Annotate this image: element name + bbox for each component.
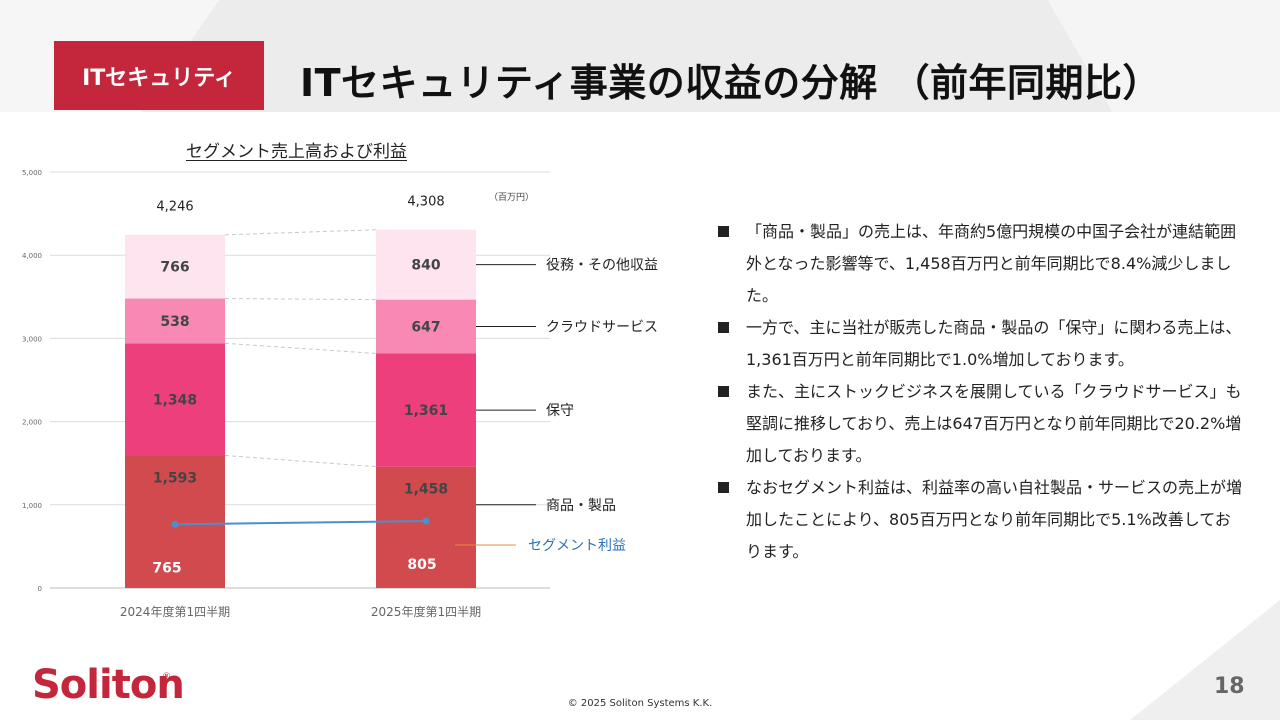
data-label: 840 [411,258,440,274]
profit-label: 805 [407,557,436,573]
bullet-text: 「商品・製品」の売上は、年商約5億円規模の中国子会社が連結範囲外となった影響等で… [746,222,1237,305]
x-tick-label: 2025年度第1四半期 [371,604,481,619]
bar-segment [125,234,225,299]
legend-label: 保守 [546,403,574,419]
chart-unit: （百万円） [489,193,535,203]
logo-registered-mark: ® [162,672,171,682]
segment-sales-chart: 0 1,000 2,000 3,000 4,000 5,000 1,593 1,348 538 7… [22,169,658,619]
profit-point [171,520,179,528]
connector-line [224,454,377,468]
y-tick-label: 1,000 [22,502,42,510]
profit-point [422,517,430,525]
y-tick-label: 4,000 [22,252,42,260]
bar-segment [125,298,225,344]
y-tick-label: 0 [38,585,42,593]
bullet-item: 一方で、主に当社が販売した商品・製品の「保守」に関わる売上は、1,361百万円と… [716,312,1246,376]
data-label: 1,361 [404,403,448,419]
bullet-text: なおセグメント利益は、利益率の高い自社製品・サービスの売上が増加したことにより、… [746,478,1243,561]
page-title: ITセキュリティ事業の収益の分解 （前年同期比） [300,61,1162,105]
bar-segment [376,229,476,300]
bar-segment [376,299,476,354]
bullet-item: 「商品・製品」の売上は、年商約5億円規模の中国子会社が連結範囲外となった影響等で… [716,216,1246,312]
y-tick-label: 2,000 [22,419,42,427]
bar-segment [125,343,225,456]
bullet-square-icon [718,322,729,333]
data-label: 1,458 [404,482,448,498]
chart-title: セグメント売上高および利益 [186,142,407,162]
legend-label: セグメント利益 [528,538,626,554]
data-label: 1,348 [153,392,197,408]
connector-line [224,298,377,301]
bullet-list: 「商品・製品」の売上は、年商約5億円規模の中国子会社が連結範囲外となった影響等で… [716,216,1246,568]
bullet-item: また、主にストックビジネスを展開している「クラウドサービス」も堅調に推移しており… [716,376,1246,472]
soliton-logo: Soliton [32,662,185,708]
bullet-square-icon [718,226,729,237]
page-number: 18 [1214,674,1245,699]
data-label: 1,593 [153,470,197,486]
connector-line [224,229,377,236]
copyright: © 2025 Soliton Systems K.K. [567,698,713,709]
data-label: 766 [160,260,189,276]
legend-label: 役務・その他収益 [546,258,658,274]
x-tick-label: 2024年度第1四半期 [120,604,230,619]
profit-line [174,520,427,526]
bullet-square-icon [718,386,729,397]
data-label: 647 [411,320,440,336]
legend-label: クラウドサービス [546,320,658,336]
y-tick-label: 5,000 [22,169,42,177]
bullet-item: なおセグメント利益は、利益率の高い自社製品・サービスの売上が増加したことにより、… [716,472,1246,568]
bullet-square-icon [718,482,729,493]
y-tick-label: 3,000 [22,335,42,343]
total-label: 4,246 [156,200,193,215]
bar-segment [376,466,476,588]
total-label: 4,308 [407,195,444,210]
section-tag: ITセキュリティ [54,41,264,110]
bullet-text: 一方で、主に当社が販売した商品・製品の「保守」に関わる売上は、1,361百万円と… [746,318,1242,369]
legend-label: 商品・製品 [546,498,616,514]
profit-label: 765 [152,560,181,576]
bullet-text: また、主にストックビジネスを展開している「クラウドサービス」も堅調に推移しており… [746,382,1242,465]
data-label: 538 [160,314,189,330]
bar-segment [376,353,476,467]
connector-line [224,342,377,354]
